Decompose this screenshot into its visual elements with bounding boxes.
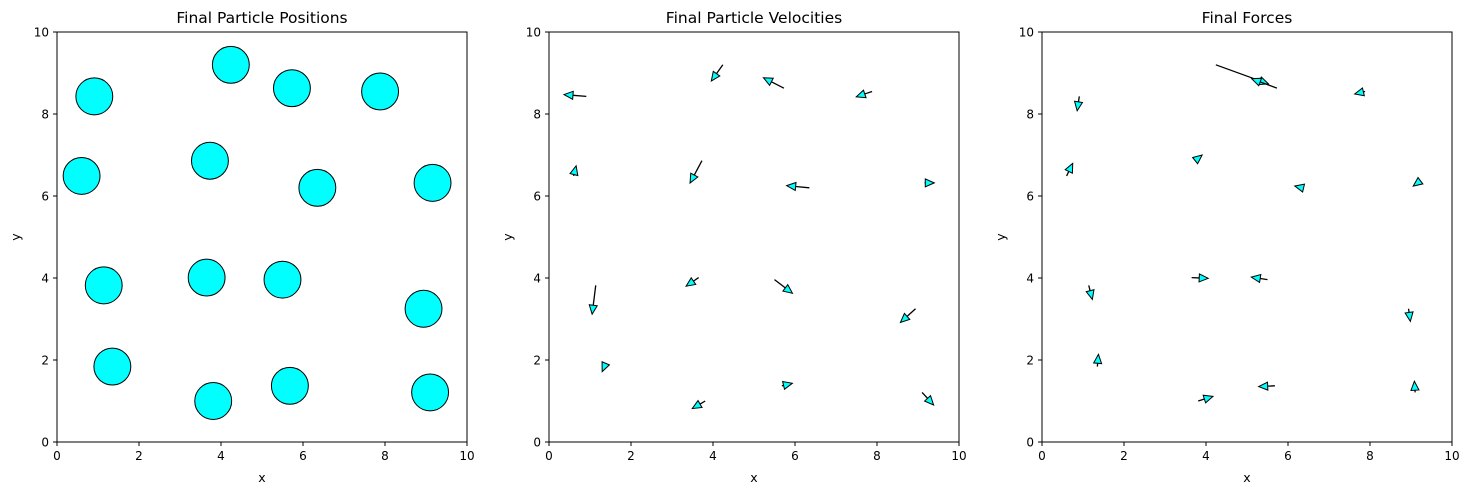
vector-arrow — [689, 160, 703, 185]
chart-title: Final Forces — [1202, 9, 1293, 27]
vector-arrow — [1191, 273, 1210, 283]
x-axis-label: x — [258, 470, 265, 485]
x-tick-label: 4 — [1202, 449, 1210, 463]
y-tick-label: 2 — [41, 354, 49, 368]
x-tick-label: 8 — [381, 449, 389, 463]
y-tick-label: 6 — [533, 190, 541, 204]
x-tick-label: 2 — [135, 449, 143, 463]
particle-marker — [187, 258, 226, 297]
vector-arrow — [691, 399, 706, 410]
y-tick-label: 4 — [533, 272, 541, 286]
x-tick-label: 2 — [627, 449, 635, 463]
x-tick-label: 10 — [951, 449, 966, 463]
vector-arrow — [1412, 176, 1424, 187]
particle-marker — [272, 69, 311, 108]
vector-arrow — [899, 308, 916, 324]
x-tick-label: 4 — [217, 449, 225, 463]
panel-3: 0 2 4 6 8 10 0 2 4 6 8 10 Final Forces x y — [993, 9, 1460, 485]
x-axis-label: x — [1243, 470, 1250, 485]
particle-marker — [411, 373, 450, 412]
vector-arrow — [1257, 381, 1275, 391]
y-tick-label: 6 — [41, 190, 49, 204]
particle-marker — [298, 168, 337, 207]
vector-arrow — [569, 164, 579, 177]
vector-arrow — [855, 89, 873, 99]
y-tick-label: 8 — [1026, 108, 1034, 122]
y-tick-label: 10 — [526, 26, 541, 40]
particle-marker — [211, 45, 250, 84]
particle-marker — [84, 266, 123, 305]
y-tick-label: 4 — [41, 272, 49, 286]
vector-arrow — [1191, 154, 1204, 165]
particle-marker — [190, 141, 229, 180]
vector-arrow — [781, 380, 794, 391]
vector-arrow — [588, 285, 599, 316]
y-tick-label: 8 — [533, 108, 541, 122]
vector-arrow — [685, 276, 700, 287]
vector-arrow — [1085, 285, 1095, 301]
vector-arrow — [601, 360, 611, 373]
particle-marker — [75, 77, 114, 116]
plot-area — [548, 31, 960, 443]
vector-arrow — [1073, 96, 1084, 112]
x-tick-label: 6 — [299, 449, 307, 463]
y-tick-label: 6 — [1026, 190, 1034, 204]
particle-marker — [404, 289, 443, 328]
vector-arrow — [762, 77, 785, 89]
x-tick-label: 10 — [1444, 449, 1459, 463]
x-tick-label: 8 — [873, 449, 881, 463]
y-axis-label: y — [993, 233, 1008, 241]
particle-marker — [270, 366, 309, 405]
vector-arrow — [1064, 162, 1074, 177]
x-tick-label: 10 — [459, 449, 474, 463]
x-tick-label: 0 — [53, 449, 61, 463]
y-tick-label: 0 — [533, 436, 541, 450]
panel-2: 0 2 4 6 8 10 0 2 4 6 8 10 Final Particle Velocities x… — [500, 9, 967, 485]
chart-title: Final Particle Velocities — [666, 9, 842, 27]
vector-arrow — [1198, 394, 1215, 404]
vector-arrow — [774, 279, 794, 295]
particle-marker — [194, 382, 233, 420]
vector-arrow — [1353, 87, 1366, 97]
y-axis-label: y — [500, 233, 515, 241]
x-tick-label: 2 — [1120, 449, 1128, 463]
x-tick-label: 6 — [1284, 449, 1292, 463]
particle-marker — [62, 156, 101, 195]
vector-arrow — [1293, 183, 1306, 193]
y-axis-label: y — [8, 233, 23, 241]
x-tick-label: 6 — [791, 449, 799, 463]
x-tick-label: 0 — [545, 449, 553, 463]
panel-1: 0 2 4 6 8 10 0 2 4 6 8 10 Final Particle Positions x y — [8, 9, 475, 485]
vector-arrow — [562, 90, 587, 101]
x-tick-label: 8 — [1366, 449, 1374, 463]
plot-area — [56, 31, 468, 443]
particle-marker — [263, 260, 302, 299]
vector-arrow — [1092, 353, 1103, 367]
x-tick-label: 4 — [709, 449, 717, 463]
particle-marker — [93, 347, 132, 386]
y-tick-label: 4 — [1026, 272, 1034, 286]
vector-arrow — [924, 178, 936, 188]
vector-arrow — [710, 64, 724, 83]
y-tick-label: 0 — [1026, 436, 1034, 450]
vector-arrow — [921, 391, 935, 406]
vector-arrow — [785, 181, 810, 192]
particle-marker — [361, 72, 400, 111]
chart-title: Final Particle Positions — [176, 9, 347, 27]
x-axis-label: x — [750, 470, 757, 485]
y-tick-label: 2 — [533, 354, 541, 368]
vector-arrow — [1250, 273, 1268, 284]
y-tick-label: 2 — [1026, 354, 1034, 368]
vector-arrow — [1410, 380, 1420, 393]
particle-marker — [413, 163, 452, 202]
vector-arrow — [1404, 308, 1414, 323]
plot-area — [1041, 31, 1453, 443]
y-tick-label: 0 — [41, 436, 49, 450]
y-tick-label: 8 — [41, 108, 49, 122]
x-tick-label: 0 — [1038, 449, 1046, 463]
y-tick-label: 10 — [34, 26, 49, 40]
vector-arrow — [1250, 77, 1278, 89]
y-tick-label: 10 — [1019, 26, 1034, 40]
